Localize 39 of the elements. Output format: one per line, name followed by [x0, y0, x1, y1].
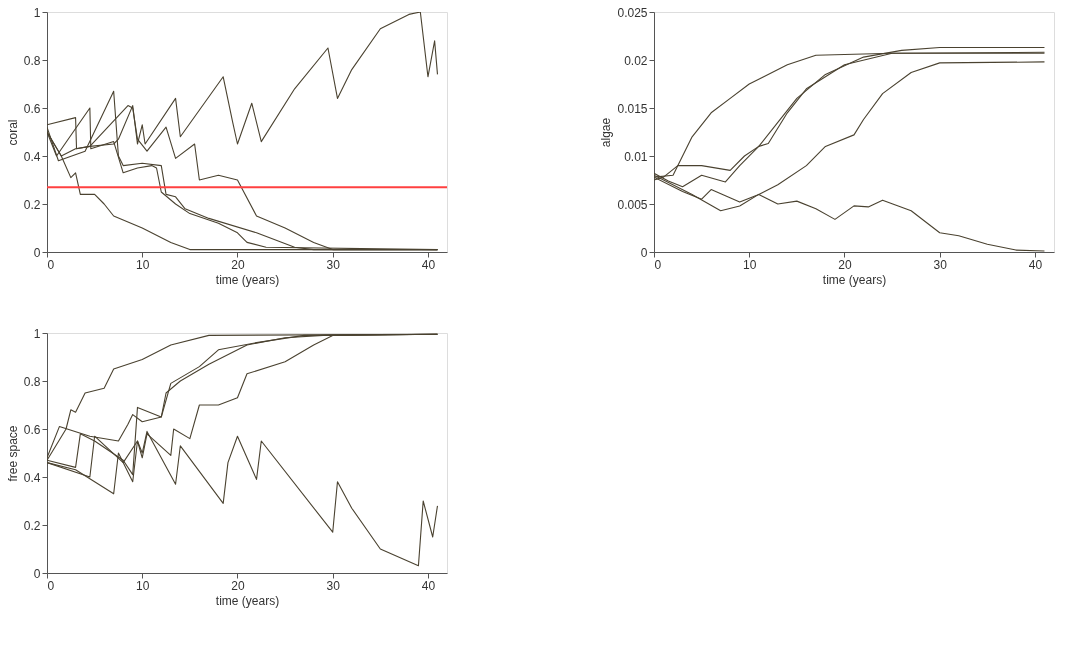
y-tick-label: 0.01 [624, 149, 648, 164]
x-tick-label: 0 [47, 578, 55, 593]
y-axis-title: coral [5, 119, 20, 146]
y-tick-label: 0 [33, 566, 41, 581]
y-tick-label: 0.025 [617, 5, 648, 20]
y-tick-label: 0 [33, 245, 41, 260]
x-tick-label: 30 [933, 257, 948, 272]
y-tick-label: 0.015 [617, 101, 648, 116]
y-tick-label: 0.6 [23, 101, 41, 116]
y-tick-label: 0.8 [23, 374, 41, 389]
y-tick-label: 1 [33, 5, 41, 20]
y-tick-label: 0.6 [23, 422, 41, 437]
y-tick-label: 1 [33, 326, 41, 341]
x-tick-label: 40 [421, 578, 436, 593]
y-tick-label: 0.005 [617, 197, 648, 212]
x-axis-title: time (years) [215, 593, 280, 608]
x-tick-label: 40 [421, 257, 436, 272]
y-tick-label: 0.4 [23, 470, 41, 485]
x-tick-label: 30 [326, 257, 341, 272]
x-tick-label: 0 [47, 257, 55, 272]
x-axis-title: time (years) [822, 272, 887, 287]
x-tick-label: 30 [326, 578, 341, 593]
x-tick-label: 20 [838, 257, 852, 272]
x-tick-label: 20 [231, 578, 245, 593]
y-tick-label: 0.02 [624, 53, 648, 68]
x-tick-label: 10 [136, 257, 150, 272]
x-tick-label: 0 [654, 257, 662, 272]
y-tick-label: 0.2 [23, 197, 41, 212]
x-axis-title: time (years) [215, 272, 280, 287]
y-tick-label: 0 [640, 245, 648, 260]
y-axis-title: free space [5, 425, 20, 482]
y-axis-title: algae [599, 117, 614, 148]
x-tick-label: 10 [743, 257, 757, 272]
y-tick-label: 0.2 [23, 518, 41, 533]
x-tick-label: 20 [231, 257, 245, 272]
y-tick-label: 0.8 [23, 53, 41, 68]
x-tick-label: 10 [136, 578, 150, 593]
x-tick-label: 40 [1028, 257, 1043, 272]
y-tick-label: 0.4 [23, 149, 41, 164]
